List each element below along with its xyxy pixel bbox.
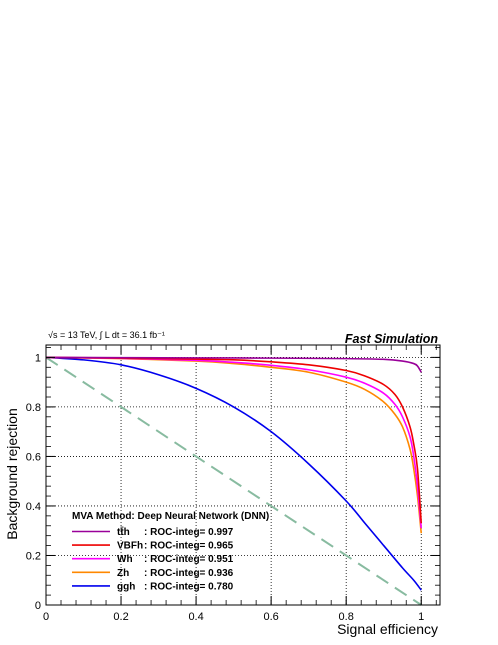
fast-simulation-label: Fast Simulation bbox=[345, 332, 438, 346]
legend-roc-value-wh: : ROC-integ= 0.951 bbox=[144, 554, 234, 565]
axis-ticks bbox=[45, 345, 440, 606]
legend-title: MVA Method: Deep Neural Network (DNN) bbox=[72, 511, 269, 522]
legend-roc-value-vbfh: : ROC-integ= 0.965 bbox=[144, 541, 234, 552]
legend-roc-value-ggh: : ROC-integ= 0.780 bbox=[144, 581, 234, 592]
roc-curve-vbfh bbox=[45, 356, 423, 524]
legend-roc-value-tth: : ROC-integ= 0.997 bbox=[144, 527, 234, 538]
grid-lines bbox=[46, 345, 440, 605]
x-tick-label: 0 bbox=[43, 611, 49, 623]
y-tick-label: 1 bbox=[35, 352, 41, 364]
x-tick-label: 0.2 bbox=[113, 611, 128, 623]
roc-curves bbox=[45, 356, 423, 591]
legend-name-wh: Wh bbox=[117, 554, 133, 565]
reference-diagonal-line bbox=[45, 356, 422, 606]
legend-name-zh: Zh bbox=[117, 568, 129, 579]
y-tick-label: 0.6 bbox=[26, 451, 41, 463]
y-axis-title: Background rejection bbox=[4, 408, 20, 540]
legend-roc-value-zh: : ROC-integ= 0.936 bbox=[144, 568, 234, 579]
x-tick-label: 0.4 bbox=[188, 611, 203, 623]
roc-curve-ggh bbox=[45, 356, 422, 591]
x-axis-title: Signal efficiency bbox=[337, 621, 438, 637]
x-tick-label: 0.8 bbox=[339, 611, 354, 623]
y-tick-label: 0.4 bbox=[26, 501, 41, 513]
roc-curve-tth bbox=[45, 356, 422, 373]
plot-frame bbox=[45, 344, 441, 606]
tick-labels: 0 0.2 0.4 0.6 0.8 1 0 0.2 0.4 0.6 0.8 1 bbox=[26, 352, 425, 623]
legend: MVA Method: Deep Neural Network (DNN) tt… bbox=[72, 511, 269, 592]
legend-name-ggh: ggh bbox=[117, 581, 135, 592]
x-tick-label: 1 bbox=[418, 611, 424, 623]
legend-name-tth: tt̄h bbox=[117, 526, 130, 538]
legend-name-vbfh: VBFh bbox=[117, 541, 143, 552]
y-tick-label: 0.2 bbox=[26, 550, 41, 562]
roc-curve-wh bbox=[45, 356, 423, 529]
lumi-label: √s = 13 TeV, ∫ L dt = 36.1 fb⁻¹ bbox=[48, 330, 165, 340]
x-tick-label: 0.6 bbox=[263, 611, 278, 623]
y-tick-label: 0.8 bbox=[26, 402, 41, 414]
y-tick-label: 0 bbox=[35, 600, 41, 612]
